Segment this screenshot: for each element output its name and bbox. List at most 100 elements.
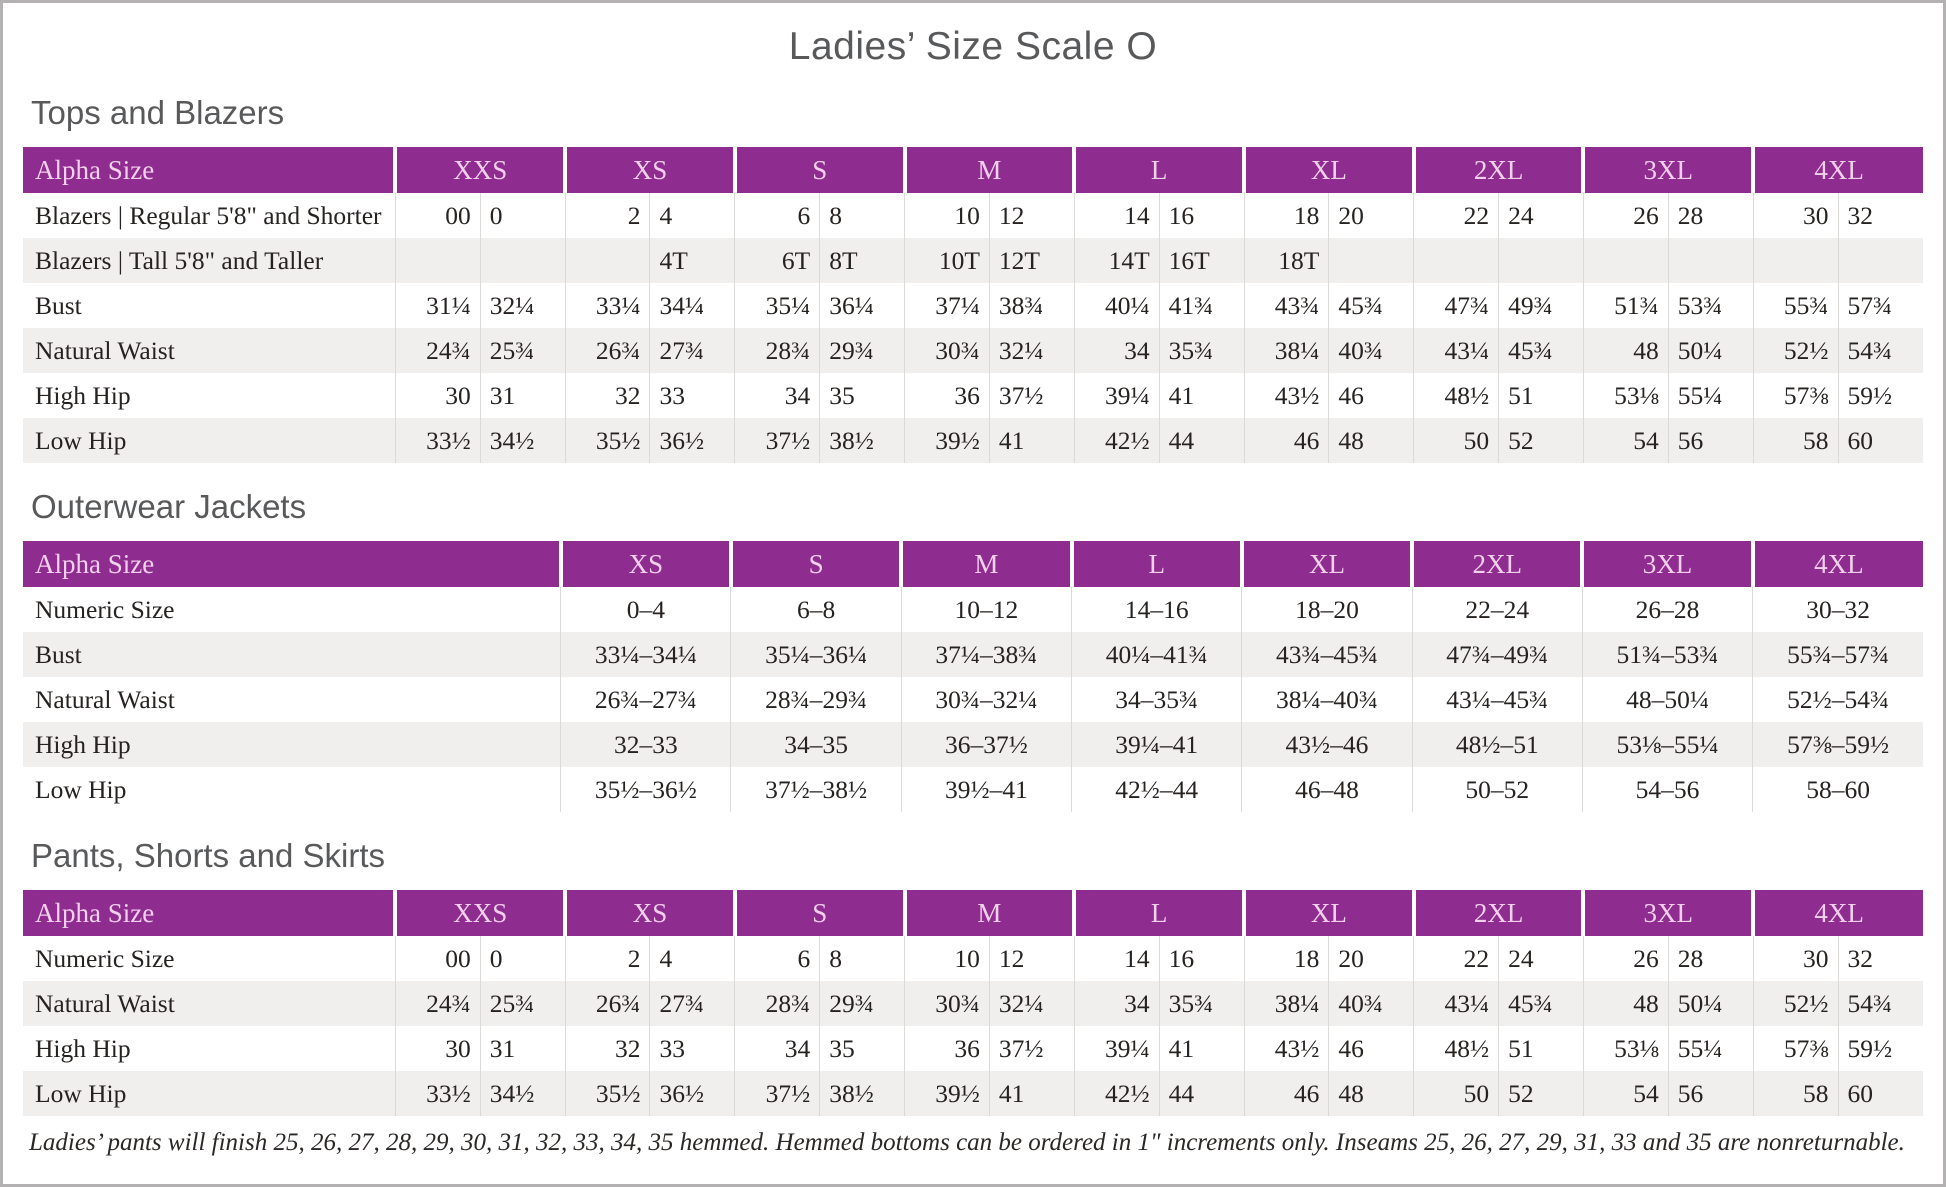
header-size-xxs: XXS (393, 147, 566, 193)
size-cell: 54–56 (1581, 767, 1753, 812)
size-cell: 53⅛ (1582, 1026, 1669, 1071)
size-cell: 37¼–38¾ (900, 632, 1072, 677)
header-size-3xl: 3XL (1581, 147, 1754, 193)
size-cell: 14–16 (1071, 587, 1242, 632)
size-cell: 43¼ (1413, 328, 1499, 373)
row-label: Low Hip (23, 1071, 396, 1116)
size-cell: 24¾ (394, 981, 481, 1026)
size-cell: 49¾ (1498, 283, 1584, 328)
size-cell: 20 (1328, 193, 1414, 238)
size-cell: 8 (819, 193, 905, 238)
row-label: Numeric Size (35, 594, 175, 624)
size-cell: 43½ (1243, 1026, 1329, 1071)
header-row: Alpha Size XXS XS S M L XL 2XL 3XL 4XL (23, 147, 1923, 193)
tables-container: Tops and Blazers Alpha Size XXS XS S M L XL 2XL 3… (23, 94, 1923, 1116)
table-row-bust: Bust 33¼–34¼ 35¼–36¼ 37¼–38¾ 40¼–41¾ 43¾–45¾ 4… (23, 632, 1923, 677)
size-cell (1413, 238, 1499, 283)
size-cell: 37½ (734, 418, 820, 463)
size-cell: 27¾ (649, 328, 735, 373)
size-cell: 34–35 (730, 722, 902, 767)
row-label: Natural Waist (35, 684, 175, 714)
size-cell: 51¾ (1582, 283, 1669, 328)
size-cell: 38¼ (1243, 981, 1329, 1026)
size-cell: 42½ (1073, 418, 1160, 463)
size-cell: 26 (1582, 193, 1669, 238)
table-row-natural-waist: Natural Waist 24¾ 25¾ 26¾ 27¾ 28¾ 29¾ 30¾ 32¼ 34 3… (23, 328, 1923, 373)
size-cell: 25¾ (479, 328, 566, 373)
size-cell: 48 (1582, 328, 1669, 373)
size-cell: 4T (649, 238, 735, 283)
size-cell (1582, 238, 1669, 283)
size-cell (564, 238, 650, 283)
table-row-blazers-tall-5-8-and-taller: Blazers | Tall 5'8" and Taller 4T 6T 8T 10T 1… (23, 238, 1923, 283)
size-cell: 46–48 (1241, 767, 1413, 812)
size-cell: 39½–41 (900, 767, 1072, 812)
row-label: Numeric Size (35, 943, 175, 973)
row-label: Low Hip (35, 774, 127, 804)
size-cell: 26¾ (564, 981, 650, 1026)
size-cell: 25¾ (479, 981, 566, 1026)
size-cell (1328, 238, 1414, 283)
size-cell: 33 (649, 1026, 735, 1071)
size-cell: 52 (1498, 418, 1584, 463)
size-cell: 39¼–41 (1071, 722, 1242, 767)
size-cell: 32¼ (988, 328, 1075, 373)
size-cell: 27¾ (649, 981, 735, 1026)
header-size-xl: XL (1242, 890, 1414, 936)
size-cell: 35¼ (734, 283, 820, 328)
header-size-l: L (1072, 147, 1244, 193)
size-cell: 52½ (1752, 328, 1839, 373)
size-cell: 36 (904, 373, 990, 418)
size-cell: 34 (734, 373, 820, 418)
size-cell: 22 (1413, 193, 1499, 238)
size-cell: 38¼ (1243, 328, 1329, 373)
size-cell: 34¼ (649, 283, 735, 328)
row-label: Blazers | Tall 5'8" and Taller (23, 238, 396, 283)
header-size-m: M (899, 541, 1072, 587)
size-cell: 18 (1243, 193, 1329, 238)
size-cell: 12 (988, 936, 1075, 981)
size-cell: 50 (1413, 1071, 1499, 1116)
size-cell: 40¾ (1328, 981, 1414, 1026)
header-label: Alpha Size (23, 890, 396, 936)
row-label: High Hip (35, 1033, 131, 1063)
size-cell: 30¾–32¼ (900, 677, 1072, 722)
size-cell: 18 (1243, 936, 1329, 981)
size-cell: 32 (1837, 936, 1923, 981)
size-cell: 29¾ (819, 328, 905, 373)
table-row-natural-waist: Natural Waist 26¾–27¾ 28¾–29¾ 30¾–32¼ 34–35¾… (23, 677, 1923, 722)
size-cell: 18T (1243, 238, 1329, 283)
size-cell: 55¼ (1667, 1026, 1754, 1071)
size-cell: 43¾ (1243, 283, 1329, 328)
size-table-tops-and-blazers: Alpha Size XXS XS S M L XL 2XL 3XL 4XL Blazers | R… (23, 147, 1923, 463)
size-cell: 30 (394, 1026, 481, 1071)
size-table-outerwear-jackets: Alpha Size XS S M L XL 2XL 3XL 4XL Numeric Size 0–… (23, 541, 1923, 812)
size-cell: 0 (479, 936, 566, 981)
table-row-high-hip: High Hip 30 31 32 33 34 35 36 37½ 39¼ 41 43½ 46 48½ 51… (23, 373, 1923, 418)
size-cell: 58 (1752, 418, 1839, 463)
size-cell: 26¾–27¾ (560, 677, 731, 722)
size-cell: 52½–54¾ (1752, 677, 1923, 722)
size-cell: 51 (1498, 373, 1584, 418)
size-cell: 37½ (988, 373, 1075, 418)
row-label: Bust (35, 290, 82, 320)
size-cell: 41¾ (1158, 283, 1244, 328)
size-cell: 37½ (988, 1026, 1075, 1071)
pants-hem-footnote: Ladies’ pants will finish 25, 26, 27, 28… (29, 1129, 1905, 1156)
size-cell: 48 (1328, 1071, 1414, 1116)
header-size-2xl: 2XL (1411, 147, 1584, 193)
size-cell (1837, 238, 1923, 283)
table-row-low-hip: Low Hip 35½–36½ 37½–38½ 39½–41 42½–44 46–48 50… (23, 767, 1923, 812)
size-cell: 33 (649, 373, 735, 418)
size-cell: 32¼ (479, 283, 566, 328)
size-cell: 46 (1328, 373, 1414, 418)
size-cell: 32 (1837, 193, 1923, 238)
size-cell: 59½ (1837, 373, 1923, 418)
size-cell: 52½ (1752, 981, 1839, 1026)
size-cell: 56 (1667, 418, 1754, 463)
header-size-s: S (732, 890, 905, 936)
size-cell: 24 (1498, 193, 1584, 238)
header-size-2xl: 2XL (1410, 541, 1583, 587)
size-cell: 39½ (904, 1071, 990, 1116)
size-cell: 10 (904, 193, 990, 238)
